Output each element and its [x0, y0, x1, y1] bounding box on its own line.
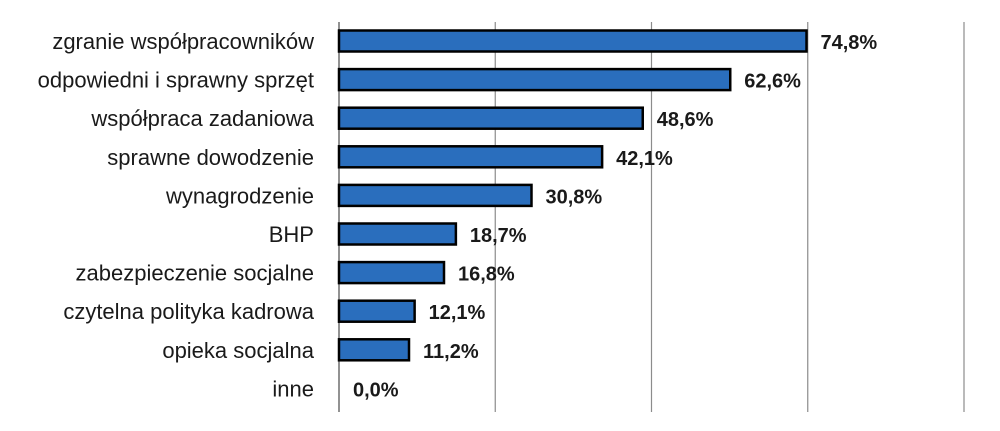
bar — [337, 338, 411, 362]
data-label: 42,1% — [616, 148, 673, 170]
category-label: inne — [272, 376, 314, 401]
category-label: odpowiedni i sprawny sprzęt — [38, 68, 314, 93]
bar — [337, 145, 604, 169]
category-label: współpraca zadaniowa — [90, 106, 314, 131]
bar — [337, 106, 644, 130]
data-label: 48,6% — [657, 109, 714, 131]
bar — [337, 222, 458, 246]
data-label: 12,1% — [429, 302, 486, 324]
category-labels: zgranie współpracowników odpowiedni i spr… — [38, 29, 315, 401]
data-label: 16,8% — [458, 264, 515, 286]
data-label: 11,2% — [423, 341, 479, 363]
data-label: 0,0% — [353, 379, 399, 401]
bar — [337, 183, 533, 208]
category-label: wynagrodzenie — [165, 183, 314, 208]
category-label: BHP — [269, 222, 314, 247]
data-label: 74,8% — [821, 32, 878, 54]
bar — [337, 299, 416, 323]
category-label: opieka socjalna — [162, 338, 314, 363]
value-labels: 74,8% 62,6% 48,6% 42,1% 30,8% 18,7% 16,8% 12,1%… — [353, 32, 877, 401]
data-label: 62,6% — [744, 71, 801, 93]
data-label: 18,7% — [470, 225, 527, 247]
category-label: czytelna polityka kadrowa — [63, 299, 314, 324]
bar — [337, 260, 446, 285]
bar — [337, 67, 732, 92]
category-label: sprawne dowodzenie — [107, 145, 314, 170]
bar — [337, 29, 808, 53]
bars — [337, 29, 808, 362]
category-label: zabezpieczenie socjalne — [76, 261, 315, 286]
data-label: 30,8% — [546, 186, 603, 208]
category-label: zgranie współpracowników — [52, 29, 314, 54]
